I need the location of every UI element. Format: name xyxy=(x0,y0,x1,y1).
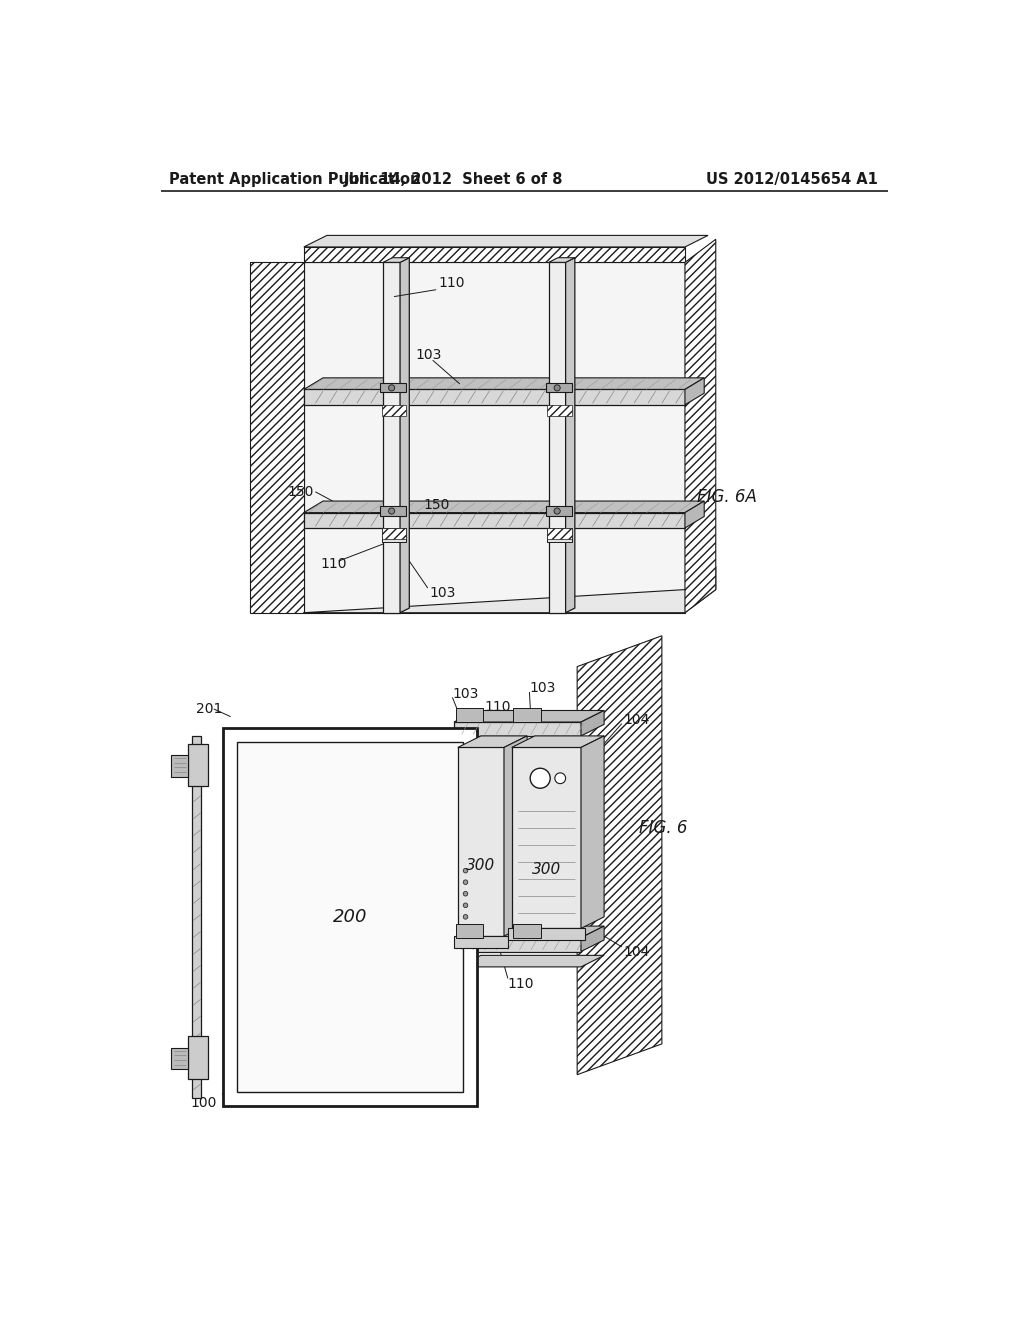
Polygon shape xyxy=(581,927,604,952)
Polygon shape xyxy=(578,636,662,1074)
Polygon shape xyxy=(304,263,685,612)
Polygon shape xyxy=(513,924,541,937)
Polygon shape xyxy=(685,378,705,405)
Polygon shape xyxy=(223,729,477,1106)
Text: US 2012/0145654 A1: US 2012/0145654 A1 xyxy=(706,172,878,186)
Circle shape xyxy=(463,880,468,884)
Circle shape xyxy=(554,385,560,391)
Text: FIG. 6: FIG. 6 xyxy=(639,820,687,837)
Circle shape xyxy=(388,508,394,515)
Polygon shape xyxy=(504,737,527,936)
Circle shape xyxy=(463,903,468,908)
Text: 110: 110 xyxy=(438,276,465,290)
Polygon shape xyxy=(304,566,716,612)
Polygon shape xyxy=(512,737,604,747)
Polygon shape xyxy=(380,383,407,392)
Circle shape xyxy=(388,385,394,391)
Polygon shape xyxy=(546,507,571,516)
Polygon shape xyxy=(549,263,565,612)
Polygon shape xyxy=(171,755,188,776)
Text: Patent Application Publication: Patent Application Publication xyxy=(169,172,421,186)
Text: Jun. 14, 2012  Sheet 6 of 8: Jun. 14, 2012 Sheet 6 of 8 xyxy=(344,172,563,186)
Polygon shape xyxy=(512,747,581,928)
Polygon shape xyxy=(400,257,410,612)
Polygon shape xyxy=(304,235,708,247)
Text: 150: 150 xyxy=(423,498,450,512)
Polygon shape xyxy=(380,507,407,516)
Text: 103: 103 xyxy=(453,686,479,701)
Polygon shape xyxy=(685,502,705,528)
Circle shape xyxy=(554,508,560,515)
Polygon shape xyxy=(547,405,571,416)
Polygon shape xyxy=(188,1036,208,1078)
Polygon shape xyxy=(565,257,574,612)
Text: 110: 110 xyxy=(484,700,511,714)
Polygon shape xyxy=(513,708,541,722)
Polygon shape xyxy=(458,747,504,936)
Polygon shape xyxy=(193,737,202,1098)
Polygon shape xyxy=(547,528,571,539)
Text: FIG. 6A: FIG. 6A xyxy=(696,488,757,506)
Polygon shape xyxy=(382,528,407,543)
Polygon shape xyxy=(454,937,581,952)
Text: 201: 201 xyxy=(196,702,222,715)
Polygon shape xyxy=(304,389,685,405)
Polygon shape xyxy=(458,956,604,966)
Polygon shape xyxy=(454,936,508,948)
Polygon shape xyxy=(383,263,400,612)
Text: 150: 150 xyxy=(288,484,313,499)
Circle shape xyxy=(463,915,468,919)
Polygon shape xyxy=(304,378,705,389)
Polygon shape xyxy=(685,239,716,612)
Circle shape xyxy=(463,891,468,896)
Text: 200: 200 xyxy=(333,908,368,925)
Polygon shape xyxy=(456,708,483,722)
Polygon shape xyxy=(304,502,705,512)
Text: 110: 110 xyxy=(319,557,346,572)
Text: 104: 104 xyxy=(624,945,650,958)
Polygon shape xyxy=(171,1048,188,1069)
Polygon shape xyxy=(458,737,527,747)
Polygon shape xyxy=(383,257,410,263)
Polygon shape xyxy=(581,737,604,928)
Polygon shape xyxy=(549,257,574,263)
Circle shape xyxy=(463,869,468,873)
Polygon shape xyxy=(456,924,483,937)
Polygon shape xyxy=(508,928,585,940)
Text: 300: 300 xyxy=(531,862,561,876)
Text: 110: 110 xyxy=(508,977,535,991)
Polygon shape xyxy=(581,710,604,737)
Polygon shape xyxy=(188,743,208,785)
Text: 103: 103 xyxy=(416,347,441,362)
Polygon shape xyxy=(546,383,571,392)
Text: 300: 300 xyxy=(466,858,496,873)
Polygon shape xyxy=(382,528,407,539)
Polygon shape xyxy=(304,247,685,263)
Text: 100: 100 xyxy=(190,1088,234,1110)
Circle shape xyxy=(530,768,550,788)
Text: 103: 103 xyxy=(529,681,556,696)
Text: 104: 104 xyxy=(624,714,650,727)
Text: 103: 103 xyxy=(429,586,456,601)
Polygon shape xyxy=(454,710,604,722)
Polygon shape xyxy=(547,528,571,543)
Polygon shape xyxy=(454,722,581,737)
Polygon shape xyxy=(237,742,463,1092)
Polygon shape xyxy=(304,512,685,528)
Polygon shape xyxy=(250,263,304,612)
Polygon shape xyxy=(382,405,407,416)
Circle shape xyxy=(555,774,565,784)
Polygon shape xyxy=(454,927,604,937)
